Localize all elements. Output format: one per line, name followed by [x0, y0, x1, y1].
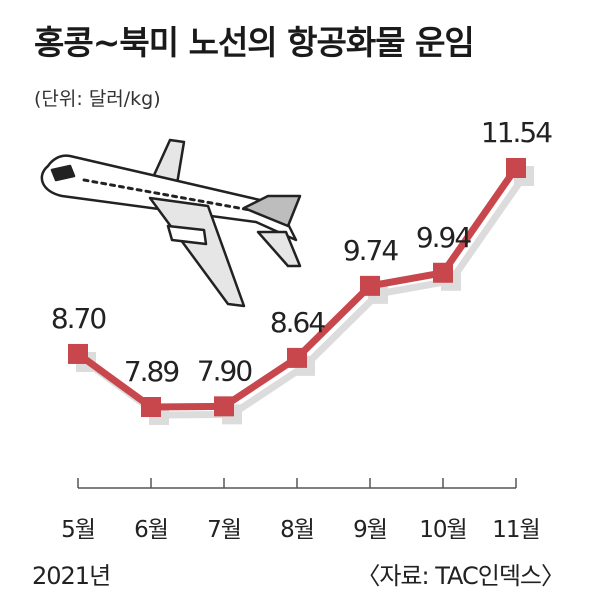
airplane-icon: [40, 138, 302, 308]
source-label: 〈자료: TAC인덱스〉: [356, 562, 565, 590]
data-label: 7.90: [197, 354, 252, 387]
data-marker: [506, 158, 526, 178]
data-label: 11.54: [481, 116, 552, 149]
data-marker: [68, 343, 88, 364]
data-label: 8.70: [51, 302, 106, 335]
x-tick-label: 10월: [419, 517, 466, 543]
data-marker: [360, 275, 380, 296]
x-tick-label: 6월: [134, 517, 168, 543]
data-label: 7.89: [124, 355, 179, 388]
data-marker: [287, 347, 307, 368]
year-label: 2021년: [32, 562, 111, 590]
unit-note: (단위: 달러/kg): [34, 88, 161, 110]
data-label: 8.64: [270, 306, 326, 339]
x-tick-label: 9월: [353, 517, 387, 543]
data-label: 9.94: [416, 221, 472, 254]
data-marker: [141, 397, 161, 417]
data-marker: [433, 262, 453, 283]
data-label: 9.74: [343, 234, 399, 267]
data-marker: [214, 396, 234, 417]
chart-title: 홍콩~북미 노선의 항공화물 운임: [34, 23, 475, 62]
x-tick-label: 7월: [207, 517, 241, 543]
x-tick-label: 11월: [492, 517, 539, 543]
x-tick-label: 8월: [280, 517, 314, 543]
x-tick-label: 5월: [61, 517, 95, 543]
